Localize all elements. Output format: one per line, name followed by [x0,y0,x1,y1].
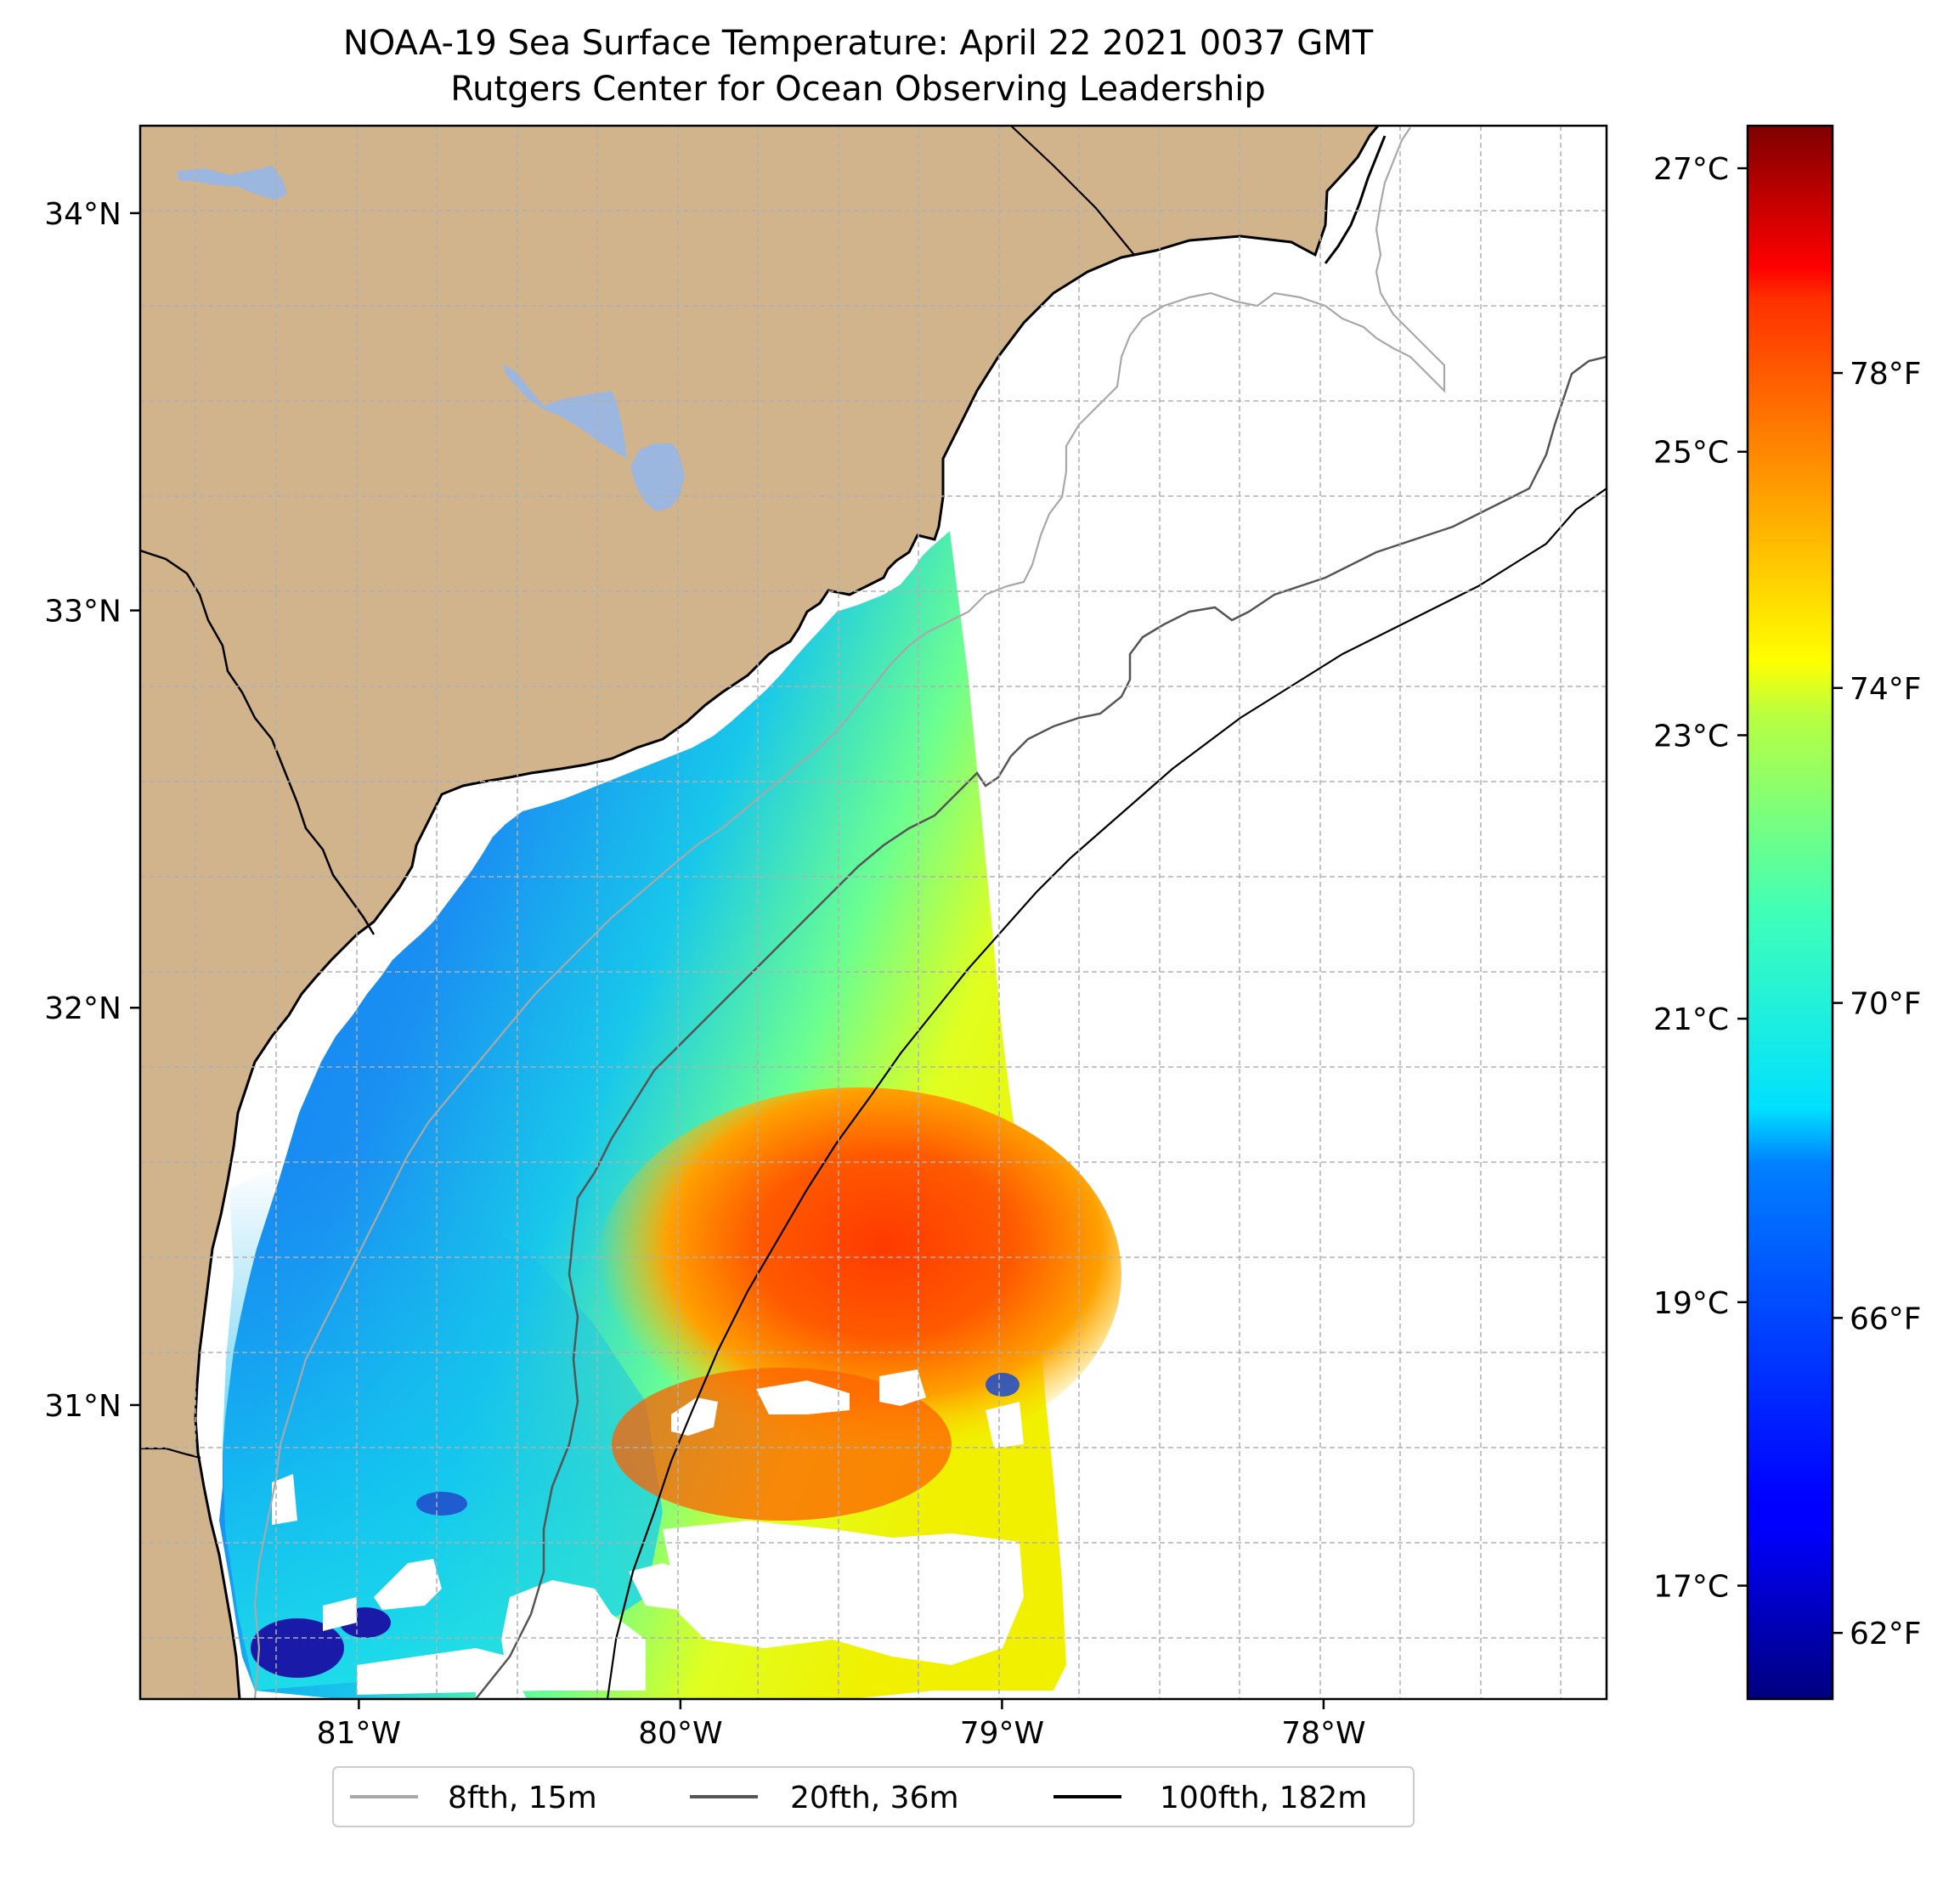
sst-cold-patch-1 [251,1618,344,1678]
isobath-20fth-36m [475,355,1607,1699]
colorbar-fahrenheit-axis: 62°F 66°F 70°F 74°F 78°F [1833,357,1922,1651]
state-border-nc-sc [1010,126,1135,256]
legend-label-100fth: 100fth, 182m [1160,1781,1367,1815]
lat-tick-label: 31°N [44,1389,121,1424]
fahrenheit-tick-label: 78°F [1850,357,1922,392]
map-plot-area [140,126,1607,1699]
celsius-tick-label: 27°C [1653,152,1729,187]
cloud-mask [272,1369,1024,1699]
latitude-axis: 34°N 33°N 32°N 31°N [44,197,140,1424]
lat-tick-label: 34°N [44,197,121,232]
state-border-sc-ga [140,549,376,935]
isobath-legend: 8fth, 15m 20fth, 36m 100fth, 182m [332,1766,1415,1827]
sst-nearshore-cyan [223,1164,663,1691]
lon-tick-label: 79°W [960,1716,1044,1751]
longitude-axis: 81°W 80°W 79°W 78°W [317,1699,1366,1751]
lat-tick-label: 33°N [44,595,121,629]
legend-label-8fth: 8fth, 15m [448,1781,597,1815]
lake-northwest [177,166,287,200]
state-border-ga-fl [140,1447,201,1459]
sst-warm-core [595,1087,1121,1461]
lon-tick-label: 78°W [1281,1716,1365,1751]
graticule [140,126,1607,1699]
colorbar-gradient [1746,124,1834,1701]
coastline [194,126,1380,1699]
lake-moultrie [630,443,685,511]
sst-swath [219,531,1121,1699]
fahrenheit-tick-label: 70°F [1850,987,1922,1022]
legend-box [332,1766,1415,1827]
lon-tick-label: 80°W [638,1716,722,1751]
colorbar-celsius-axis: 17°C 19°C 21°C 23°C 25°C 27°C [1653,152,1748,1605]
title-line-1: NOAA-19 Sea Surface Temperature: April 2… [343,24,1374,63]
celsius-tick-label: 17°C [1653,1570,1729,1605]
lake-marion [503,364,627,459]
legend-label-20fth: 20fth, 36m [790,1781,959,1815]
lon-tick-label: 81°W [317,1716,401,1751]
celsius-tick-label: 21°C [1653,1002,1729,1037]
lat-tick-label: 32°N [44,991,121,1026]
barrier-island [1324,135,1387,264]
title-line-2: Rutgers Center for Ocean Observing Leade… [450,70,1266,109]
isobath-8fth-15m [253,127,1446,1699]
celsius-tick-label: 23°C [1653,719,1729,754]
map-frame [138,124,1608,1701]
sst-cold-patch-3 [416,1492,467,1516]
colorbar: 17°C 19°C 21°C 23°C 25°C 27°C 62°F 66°F 70°F 74°… [1653,124,1922,1701]
celsius-tick-label: 19°C [1653,1286,1729,1321]
fahrenheit-tick-label: 74°F [1850,672,1922,707]
isobath-100fth-182m [606,488,1607,1699]
land-mass [140,126,1378,1699]
fahrenheit-tick-label: 62°F [1850,1617,1922,1651]
sst-cold-patch-4 [986,1373,1020,1397]
fahrenheit-tick-label: 66°F [1850,1301,1922,1336]
celsius-tick-label: 25°C [1653,436,1729,471]
